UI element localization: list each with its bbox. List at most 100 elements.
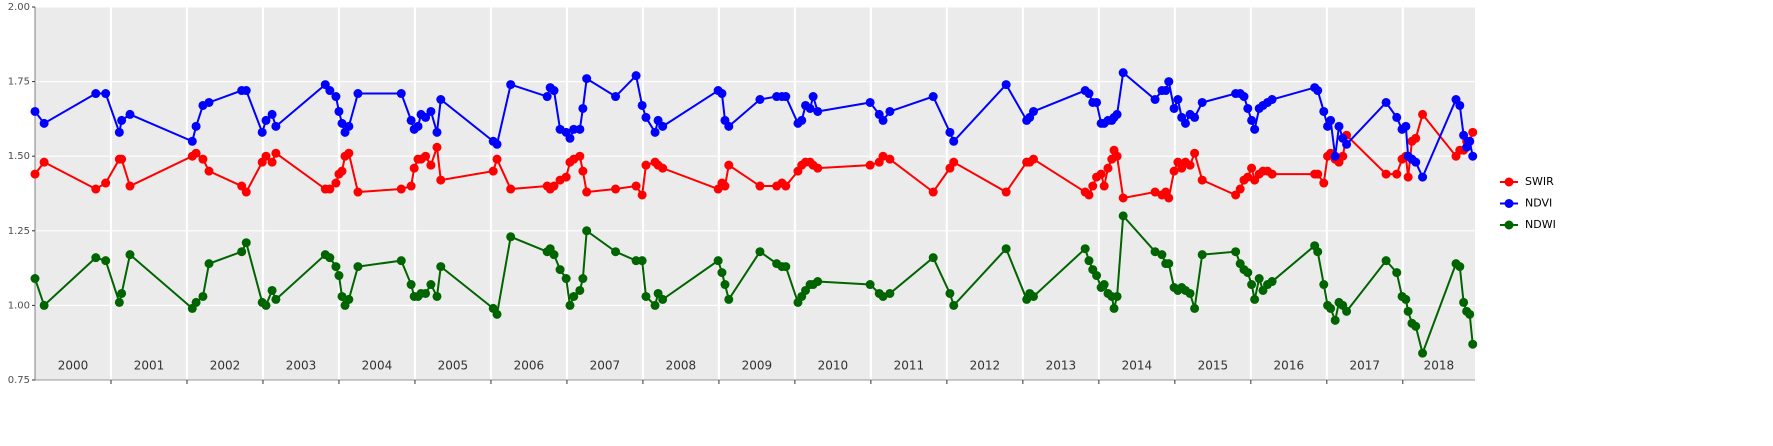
point xyxy=(781,262,791,272)
point xyxy=(1185,288,1195,298)
point xyxy=(755,181,765,191)
point xyxy=(1239,92,1249,102)
point xyxy=(1084,89,1094,99)
point xyxy=(426,106,436,116)
point xyxy=(1267,169,1277,179)
point xyxy=(1157,250,1167,260)
point xyxy=(344,121,354,131)
year-label: 2001 xyxy=(134,359,165,373)
point xyxy=(506,232,516,242)
point xyxy=(582,187,592,197)
point xyxy=(114,297,124,307)
point xyxy=(713,256,723,266)
point xyxy=(1243,268,1253,278)
point xyxy=(396,184,406,194)
point xyxy=(945,127,955,137)
point xyxy=(1392,112,1402,122)
point xyxy=(1164,193,1174,203)
point xyxy=(1197,175,1207,185)
point xyxy=(575,151,585,161)
point xyxy=(1403,306,1413,316)
point xyxy=(1418,109,1428,119)
point xyxy=(949,157,959,167)
point xyxy=(1459,130,1469,140)
point xyxy=(421,112,431,122)
point xyxy=(492,139,502,149)
legend-key xyxy=(1504,220,1514,230)
point xyxy=(878,115,888,125)
point xyxy=(492,309,502,319)
point xyxy=(724,121,734,131)
point xyxy=(344,148,354,158)
year-label: 2003 xyxy=(286,359,317,373)
point xyxy=(885,106,895,116)
point xyxy=(353,262,363,272)
point xyxy=(658,294,668,304)
point xyxy=(114,127,124,137)
year-label: 2013 xyxy=(1046,359,1077,373)
year-label: 2005 xyxy=(438,359,469,373)
point xyxy=(1029,154,1039,164)
point xyxy=(569,291,579,301)
point xyxy=(945,288,955,298)
point xyxy=(637,190,647,200)
point xyxy=(720,280,730,290)
point xyxy=(187,136,197,146)
point xyxy=(30,274,40,284)
legend-key xyxy=(1504,199,1514,208)
point xyxy=(436,175,446,185)
point xyxy=(125,250,135,260)
point xyxy=(506,80,516,90)
point xyxy=(1103,163,1113,173)
y-tick-label: 1.00 xyxy=(8,300,30,311)
point xyxy=(813,163,823,173)
point xyxy=(878,291,888,301)
legend-label: NDWI xyxy=(1525,218,1556,231)
point xyxy=(565,133,575,143)
point xyxy=(421,151,431,161)
point xyxy=(1418,172,1428,182)
point xyxy=(1459,297,1469,307)
point xyxy=(267,109,277,119)
point xyxy=(261,115,271,125)
point xyxy=(1190,112,1200,122)
point xyxy=(1267,95,1277,105)
point xyxy=(117,154,127,164)
point xyxy=(241,238,251,248)
point xyxy=(542,92,552,102)
point xyxy=(1342,139,1352,149)
point xyxy=(1150,187,1160,197)
point xyxy=(1190,148,1200,158)
point xyxy=(631,181,641,191)
point xyxy=(267,157,277,167)
point xyxy=(1099,181,1109,191)
point xyxy=(1150,95,1160,105)
point xyxy=(1231,247,1241,257)
point xyxy=(717,89,727,99)
point xyxy=(191,148,201,158)
point xyxy=(353,187,363,197)
point xyxy=(582,74,592,84)
point xyxy=(204,166,214,176)
point xyxy=(91,89,101,99)
point xyxy=(1112,151,1122,161)
point xyxy=(1161,86,1171,96)
point xyxy=(426,280,436,290)
point xyxy=(865,160,875,170)
point xyxy=(1418,348,1428,358)
point xyxy=(432,142,442,152)
y-tick-label: 1.75 xyxy=(8,77,30,88)
year-label: 2010 xyxy=(818,359,849,373)
point xyxy=(1109,303,1119,313)
point xyxy=(271,148,281,158)
point xyxy=(949,136,959,146)
point xyxy=(865,97,875,107)
point xyxy=(1001,80,1011,90)
point xyxy=(1243,172,1253,182)
year-label: 2004 xyxy=(362,359,393,373)
point xyxy=(1313,86,1323,96)
point xyxy=(39,157,49,167)
point xyxy=(432,127,442,137)
point xyxy=(325,86,335,96)
point xyxy=(611,92,621,102)
